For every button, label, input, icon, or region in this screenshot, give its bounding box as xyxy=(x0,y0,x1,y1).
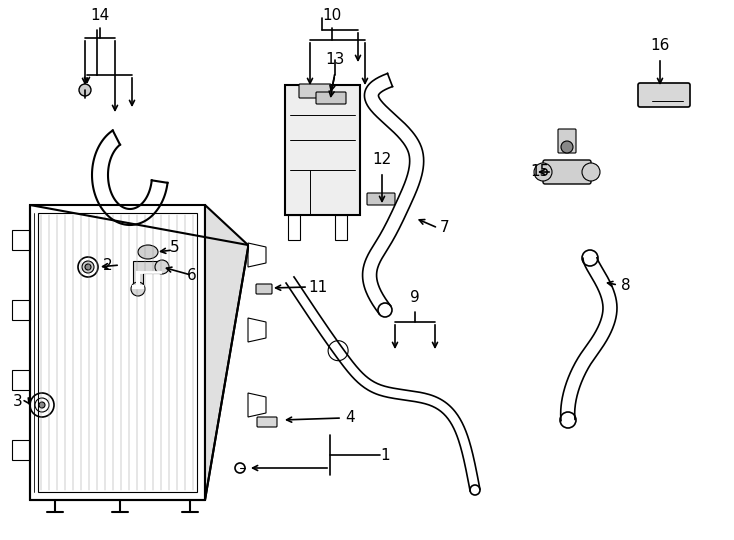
Polygon shape xyxy=(205,205,248,500)
Circle shape xyxy=(39,402,45,408)
FancyBboxPatch shape xyxy=(285,85,360,215)
Circle shape xyxy=(85,264,91,270)
Text: 12: 12 xyxy=(372,152,392,167)
Text: 2: 2 xyxy=(103,258,113,273)
Text: 8: 8 xyxy=(621,278,631,293)
FancyBboxPatch shape xyxy=(257,417,277,427)
Text: 16: 16 xyxy=(650,37,669,52)
Circle shape xyxy=(534,163,552,181)
Circle shape xyxy=(561,141,573,153)
FancyBboxPatch shape xyxy=(543,160,591,184)
Text: 5: 5 xyxy=(170,240,180,255)
FancyBboxPatch shape xyxy=(256,284,272,294)
Text: 7: 7 xyxy=(440,220,450,235)
Polygon shape xyxy=(133,261,160,287)
Text: 3: 3 xyxy=(13,395,23,409)
FancyBboxPatch shape xyxy=(367,193,395,205)
Circle shape xyxy=(79,84,91,96)
Text: 6: 6 xyxy=(187,267,197,282)
Circle shape xyxy=(582,163,600,181)
Circle shape xyxy=(560,412,576,428)
Circle shape xyxy=(378,303,392,317)
Text: 14: 14 xyxy=(90,8,109,23)
FancyBboxPatch shape xyxy=(558,129,576,153)
Circle shape xyxy=(155,260,169,274)
Text: 10: 10 xyxy=(322,8,341,23)
Text: 13: 13 xyxy=(325,52,345,68)
Text: 4: 4 xyxy=(345,410,355,426)
FancyBboxPatch shape xyxy=(638,83,690,107)
Circle shape xyxy=(582,250,598,266)
Circle shape xyxy=(470,485,480,495)
Circle shape xyxy=(78,257,98,277)
Ellipse shape xyxy=(138,245,158,259)
Circle shape xyxy=(82,261,94,273)
Text: 9: 9 xyxy=(410,291,420,306)
FancyBboxPatch shape xyxy=(299,84,331,98)
Text: 11: 11 xyxy=(308,280,327,294)
Text: 15: 15 xyxy=(531,165,550,179)
Circle shape xyxy=(131,282,145,296)
FancyBboxPatch shape xyxy=(316,92,346,104)
Text: 1: 1 xyxy=(380,448,390,462)
